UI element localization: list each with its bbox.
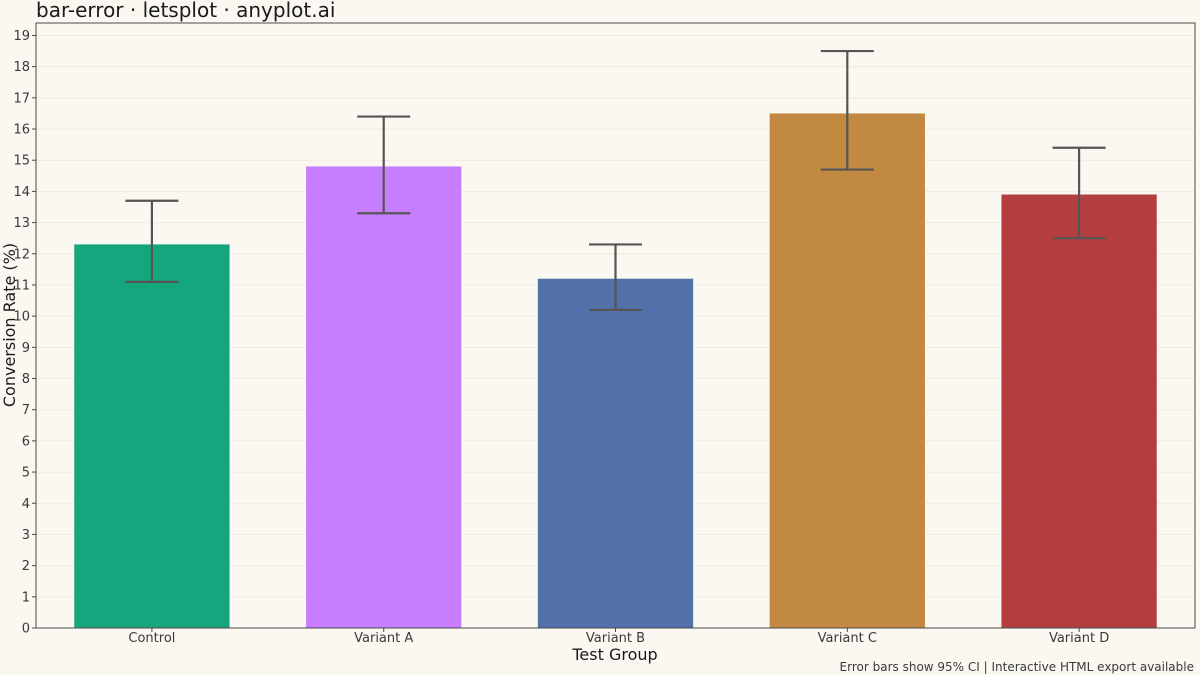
y-tick-label: 8 [22,372,30,387]
y-tick-label: 17 [13,91,30,106]
y-tick-label: 15 [13,154,30,169]
x-tick-label: Variant B [586,631,645,646]
y-tick-label: 3 [22,528,30,543]
y-tick-label: 14 [13,185,30,200]
x-ticks-layer: Control Variant A Variant B Variant C Varian… [128,628,1109,646]
y-axis-title: Conversion Rate (%) [0,243,19,407]
y-tick-label: 7 [22,403,30,418]
chart-title: bar-error · letsplot · anyplot.ai [36,0,335,22]
y-tick-label: 4 [22,497,30,512]
x-axis-title: Test Group [571,645,657,664]
y-tick-label: 1 [22,590,30,605]
y-tick-label: 2 [22,559,30,574]
y-tick-label: 10 [13,310,30,325]
y-tick-label: 13 [13,216,30,231]
error-bars-layer [125,49,1106,312]
y-tick-label: 6 [22,434,30,449]
bar [74,244,230,628]
y-tick-label: 18 [13,60,30,75]
y-tick-label: 16 [13,123,30,138]
x-tick-label: Variant D [1049,631,1109,646]
y-tick-label: 5 [22,466,30,481]
caption: Error bars show 95% CI | Interactive HTM… [840,660,1194,674]
bar [537,278,694,628]
y-tick-label: 0 [22,622,30,637]
y-tick-label: 19 [13,29,30,44]
bar [306,166,462,628]
bar [1001,194,1157,628]
x-tick-label: Variant C [818,631,877,646]
x-tick-label: Variant A [354,631,413,646]
y-tick-label: 12 [13,247,30,262]
bars-layer [74,113,1157,629]
bar [769,113,925,629]
y-tick-label: 9 [22,341,30,356]
y-tick-label: 11 [13,278,30,293]
x-tick-label: Control [128,631,175,646]
